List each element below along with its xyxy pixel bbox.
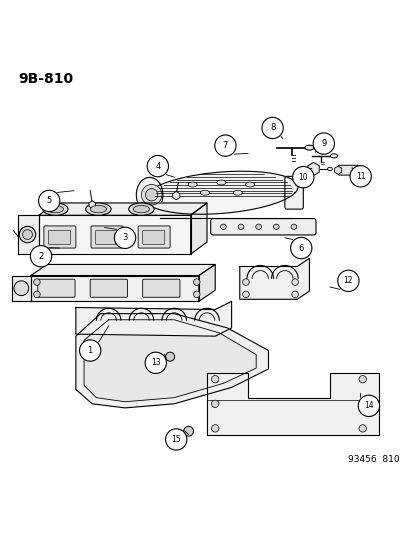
Circle shape xyxy=(242,279,249,285)
Circle shape xyxy=(141,184,161,205)
FancyBboxPatch shape xyxy=(142,230,164,244)
Polygon shape xyxy=(76,313,268,408)
Text: 8: 8 xyxy=(269,124,275,133)
Circle shape xyxy=(165,429,186,450)
Ellipse shape xyxy=(220,224,226,229)
Circle shape xyxy=(211,425,218,432)
Polygon shape xyxy=(190,203,206,254)
Ellipse shape xyxy=(136,177,163,212)
Text: 93456  810: 93456 810 xyxy=(347,455,399,464)
Text: 15: 15 xyxy=(171,435,180,444)
FancyBboxPatch shape xyxy=(90,279,127,297)
Text: 6: 6 xyxy=(298,244,303,253)
Circle shape xyxy=(358,400,366,408)
Ellipse shape xyxy=(90,205,106,213)
Circle shape xyxy=(145,189,157,201)
FancyBboxPatch shape xyxy=(138,226,170,248)
Ellipse shape xyxy=(273,224,278,229)
Circle shape xyxy=(19,227,36,243)
FancyBboxPatch shape xyxy=(44,226,76,248)
Circle shape xyxy=(312,133,334,154)
Circle shape xyxy=(193,279,199,285)
Circle shape xyxy=(261,117,282,139)
Polygon shape xyxy=(239,259,309,300)
Circle shape xyxy=(211,400,218,408)
Text: 5: 5 xyxy=(47,197,52,205)
Polygon shape xyxy=(76,301,231,336)
FancyBboxPatch shape xyxy=(210,219,315,235)
Ellipse shape xyxy=(47,205,64,213)
Circle shape xyxy=(357,395,379,416)
Circle shape xyxy=(165,352,174,361)
Text: 10: 10 xyxy=(298,173,307,182)
Text: 4: 4 xyxy=(155,161,160,171)
Polygon shape xyxy=(198,264,215,301)
Text: 14: 14 xyxy=(363,401,373,410)
Circle shape xyxy=(337,270,358,292)
Circle shape xyxy=(33,279,40,285)
Circle shape xyxy=(290,237,311,259)
Text: 3: 3 xyxy=(122,233,128,243)
Polygon shape xyxy=(206,373,378,434)
Ellipse shape xyxy=(43,203,68,215)
Text: 2: 2 xyxy=(38,252,43,261)
Circle shape xyxy=(291,291,298,297)
FancyBboxPatch shape xyxy=(48,230,70,244)
Text: 7: 7 xyxy=(222,141,228,150)
Circle shape xyxy=(291,279,298,285)
Circle shape xyxy=(14,281,28,296)
Circle shape xyxy=(358,376,366,383)
Ellipse shape xyxy=(133,205,149,213)
Ellipse shape xyxy=(330,154,337,158)
Ellipse shape xyxy=(245,182,254,187)
Polygon shape xyxy=(19,215,39,254)
Circle shape xyxy=(79,340,101,361)
Ellipse shape xyxy=(304,145,313,150)
Ellipse shape xyxy=(237,224,243,229)
Circle shape xyxy=(147,156,168,177)
Text: 12: 12 xyxy=(343,276,352,285)
Ellipse shape xyxy=(188,182,197,187)
Circle shape xyxy=(30,246,52,267)
Text: 1: 1 xyxy=(88,346,93,355)
Polygon shape xyxy=(31,264,215,276)
Polygon shape xyxy=(12,276,31,301)
FancyBboxPatch shape xyxy=(338,165,357,175)
FancyBboxPatch shape xyxy=(284,176,303,209)
FancyBboxPatch shape xyxy=(142,279,180,297)
Polygon shape xyxy=(31,276,198,301)
Circle shape xyxy=(214,135,235,156)
Polygon shape xyxy=(39,203,206,215)
Ellipse shape xyxy=(216,180,225,185)
Circle shape xyxy=(349,166,370,187)
Ellipse shape xyxy=(255,224,261,229)
Polygon shape xyxy=(84,320,256,402)
Circle shape xyxy=(145,352,166,374)
Circle shape xyxy=(33,291,40,297)
Ellipse shape xyxy=(200,190,209,195)
Circle shape xyxy=(242,291,249,297)
Circle shape xyxy=(211,376,218,383)
Ellipse shape xyxy=(128,203,154,215)
Circle shape xyxy=(358,425,366,432)
Circle shape xyxy=(292,166,313,188)
Ellipse shape xyxy=(290,224,296,229)
Circle shape xyxy=(23,230,32,239)
Circle shape xyxy=(193,291,199,297)
Ellipse shape xyxy=(85,203,111,215)
Polygon shape xyxy=(39,215,190,254)
Ellipse shape xyxy=(233,190,242,195)
Polygon shape xyxy=(145,171,297,214)
Circle shape xyxy=(38,190,60,212)
Text: 9: 9 xyxy=(320,139,325,148)
Ellipse shape xyxy=(327,167,332,171)
Text: 9B-810: 9B-810 xyxy=(19,72,74,86)
FancyBboxPatch shape xyxy=(91,226,123,248)
FancyBboxPatch shape xyxy=(95,230,117,244)
Text: 11: 11 xyxy=(355,172,365,181)
Circle shape xyxy=(183,426,193,436)
FancyBboxPatch shape xyxy=(38,279,75,297)
Circle shape xyxy=(114,227,135,248)
Text: 13: 13 xyxy=(151,358,160,367)
